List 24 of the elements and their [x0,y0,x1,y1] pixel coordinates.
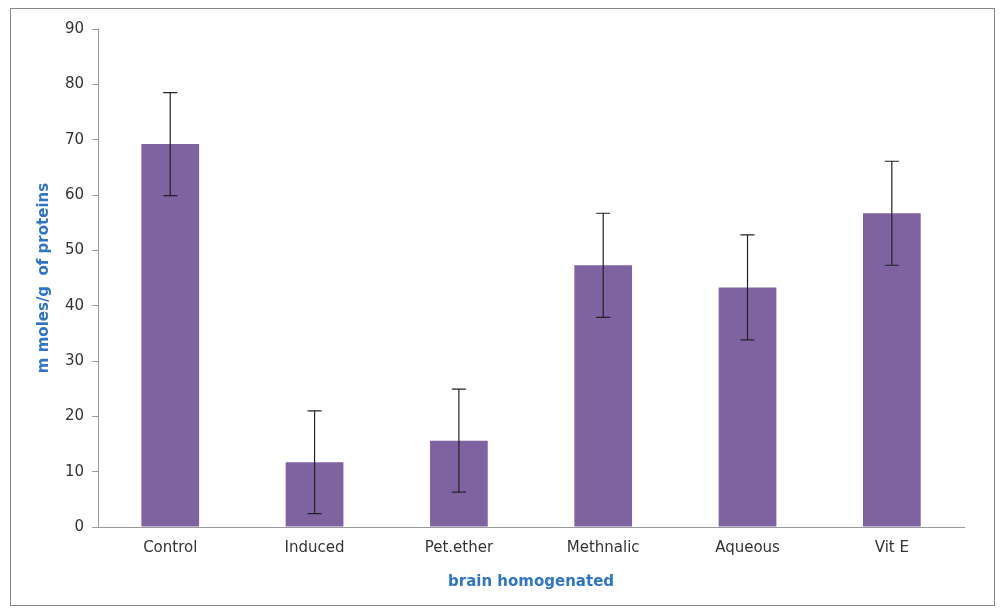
y-tick-label: 20 [64,406,85,425]
bar [718,287,777,527]
x-tick-label: Methnalic [566,537,640,556]
bar [574,265,633,527]
x-tick-label: Induced [284,537,345,556]
y-tick-label: 80 [64,74,85,93]
bar [141,144,200,527]
y-tick-label: 50 [64,240,85,259]
bar [862,213,921,527]
y-tick-label: 70 [64,129,85,148]
y-tick-label: 0 [74,516,85,535]
x-tick-label: Pet.ether [424,537,494,556]
y-tick-label: 40 [64,295,85,314]
x-axis-title: brain homogenated [448,571,615,590]
x-tick-label: Vit E [874,537,909,556]
x-tick-label: Aqueous [715,537,781,556]
y-axis-title: m moles/g of proteins [33,182,52,374]
y-tick-label: 30 [64,350,85,369]
y-tick-label: 60 [64,184,85,203]
bar [430,440,488,527]
x-tick-label: Control [143,537,198,556]
y-tick-label: 90 [64,18,85,37]
y-tick-label: 10 [64,461,85,480]
bar [285,462,344,527]
